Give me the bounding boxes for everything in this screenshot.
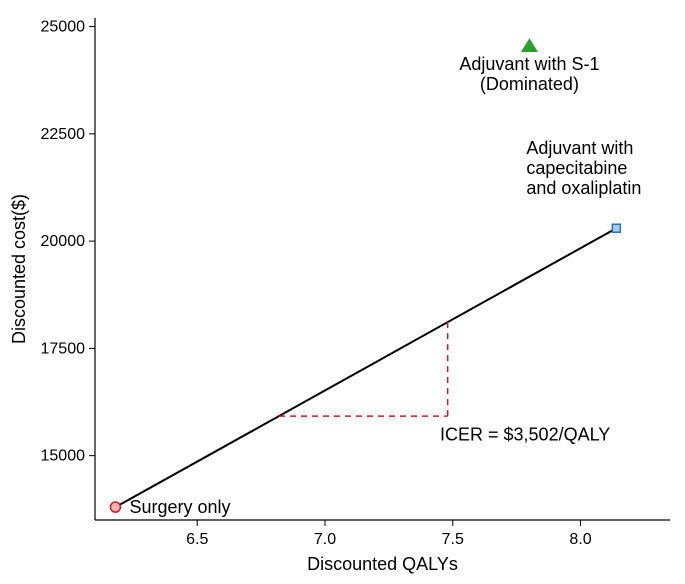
- y-tick-label: 20000: [41, 233, 86, 250]
- x-axis-label: Discounted QALYs: [307, 554, 458, 574]
- y-axis-label: Discounted cost($): [9, 194, 29, 344]
- label-capeox: and oxaliplatin: [526, 178, 641, 198]
- x-tick-label: 7.5: [442, 531, 464, 548]
- label-s1: (Dominated): [480, 74, 579, 94]
- label-capeox: capecitabine: [526, 158, 627, 178]
- y-tick-label: 15000: [41, 448, 86, 465]
- x-tick-label: 6.5: [186, 531, 208, 548]
- label-capeox: Adjuvant with: [526, 138, 633, 158]
- chart-svg: 6.5 7.0 7.5 8.0 15000 17500 20000 22500 25000 Dis…: [0, 0, 685, 579]
- y-tick-label: 17500: [41, 340, 86, 357]
- x-tick-label: 8.0: [569, 531, 591, 548]
- y-tick-label: 22500: [41, 126, 86, 143]
- label-s1: Adjuvant with S-1: [459, 54, 599, 74]
- marker-surgery: [110, 502, 120, 512]
- marker-s1: [522, 40, 536, 52]
- efficiency-frontier: [115, 228, 616, 507]
- x-tick-label: 7.0: [314, 531, 336, 548]
- icer-label: ICER = $3,502/QALY: [440, 425, 610, 445]
- marker-capeox: [612, 224, 620, 232]
- cost-effectiveness-chart: 6.5 7.0 7.5 8.0 15000 17500 20000 22500 25000 Dis…: [0, 0, 685, 579]
- y-tick-label: 25000: [41, 19, 86, 36]
- label-surgery: Surgery only: [129, 497, 230, 517]
